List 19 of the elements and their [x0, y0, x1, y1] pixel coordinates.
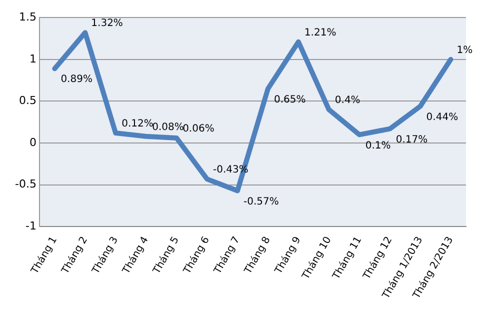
data-label: 0.4% [334, 95, 360, 106]
data-label: -0.57% [244, 196, 279, 208]
y-tick-label: 0.5 [18, 94, 36, 108]
data-label: 1% [456, 45, 473, 56]
data-label: 0.44% [426, 112, 458, 123]
data-label: 1.21% [304, 27, 336, 38]
y-tick-label: 1.5 [18, 10, 36, 24]
data-label: 0.06% [182, 124, 214, 135]
y-tick-label: 1 [29, 52, 36, 66]
data-label: 0.12% [122, 118, 154, 130]
y-tick-label: 0 [29, 136, 36, 149]
data-label: 1.32% [91, 18, 123, 30]
y-tick-label: -1 [25, 220, 36, 233]
y-tick-label: -0.5 [14, 178, 36, 191]
data-label: 0.65% [274, 94, 306, 106]
data-label: 0.1% [365, 140, 391, 152]
data-label: 0.89% [60, 74, 92, 86]
data-label: 0.08% [152, 122, 184, 133]
data-label: 0.17% [396, 134, 428, 146]
